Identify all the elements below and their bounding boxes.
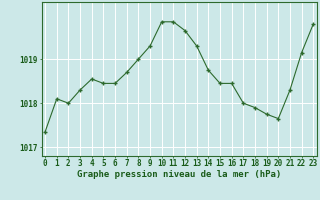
X-axis label: Graphe pression niveau de la mer (hPa): Graphe pression niveau de la mer (hPa) [77,170,281,179]
